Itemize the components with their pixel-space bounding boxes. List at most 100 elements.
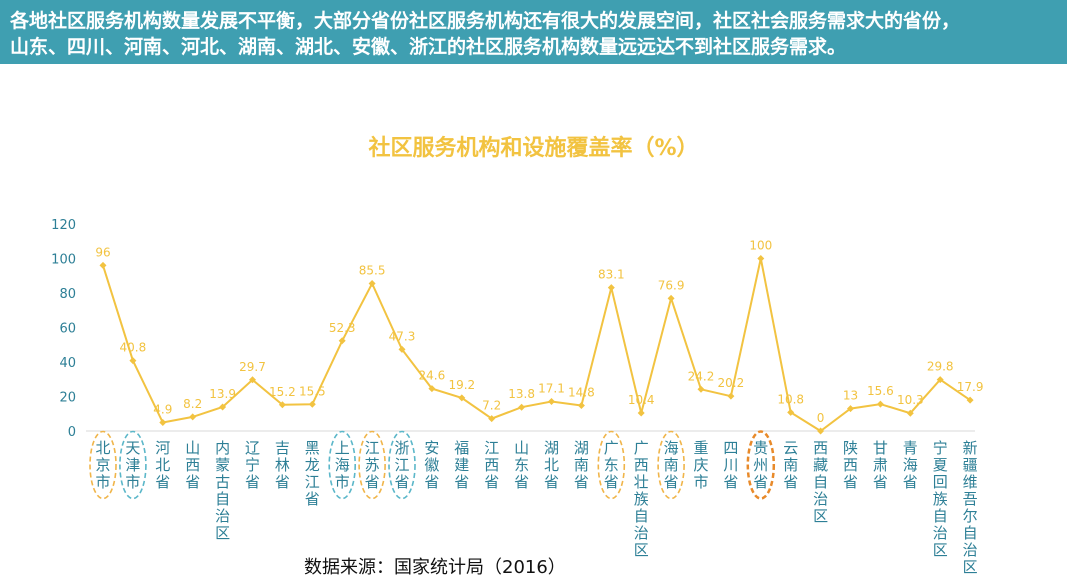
banner-line-2: 山东、四川、河南、河北、湖南、湖北、安徽、浙江的社区服务机构数量远远达不到社区服… bbox=[10, 36, 847, 58]
data-point bbox=[817, 427, 825, 435]
x-tick-label: 广西壮族自治区 bbox=[634, 439, 649, 559]
data-label: 96 bbox=[95, 245, 110, 259]
data-point bbox=[906, 409, 914, 417]
x-tick-label: 广东省 bbox=[604, 439, 619, 491]
data-point bbox=[488, 415, 496, 423]
data-label: 10.4 bbox=[628, 393, 655, 407]
highlight-ellipse bbox=[746, 430, 776, 500]
data-point bbox=[308, 400, 316, 408]
data-label: 29.7 bbox=[239, 360, 266, 374]
data-label: 19.2 bbox=[448, 378, 475, 392]
y-tick-label: 80 bbox=[59, 287, 76, 302]
highlight-ellipse bbox=[89, 430, 117, 500]
data-label: 29.8 bbox=[927, 360, 954, 374]
x-tick-label: 云南省 bbox=[783, 439, 798, 491]
data-point bbox=[697, 385, 705, 393]
x-tick-label: 新疆维吾尔自治区 bbox=[963, 439, 978, 576]
data-label: 13.8 bbox=[508, 387, 535, 401]
x-tick-label: 四川省 bbox=[723, 439, 738, 491]
data-label: 14.8 bbox=[568, 385, 595, 399]
y-tick-label: 40 bbox=[59, 356, 76, 371]
header-banner: 各地社区服务机构数量发展不平衡，大部分省份社区服务机构还有很大的发展空间，社区社… bbox=[0, 0, 1067, 64]
data-point bbox=[129, 357, 137, 365]
data-point bbox=[607, 284, 615, 292]
x-tick-label: 安徽省 bbox=[424, 439, 439, 491]
y-tick-label: 120 bbox=[51, 218, 76, 233]
data-point bbox=[428, 385, 436, 393]
x-tick-label: 湖北省 bbox=[544, 439, 559, 491]
data-point bbox=[159, 419, 167, 427]
data-point bbox=[876, 400, 884, 408]
data-label: 15.5 bbox=[299, 384, 326, 398]
x-tick-label: 重庆市 bbox=[693, 439, 708, 491]
data-point bbox=[936, 376, 944, 384]
data-point bbox=[727, 392, 735, 400]
data-point bbox=[667, 294, 675, 302]
x-tick-label: 陕西省 bbox=[843, 439, 858, 491]
data-label: 20.2 bbox=[718, 376, 745, 390]
x-tick-label: 山东省 bbox=[514, 439, 529, 491]
data-point bbox=[219, 403, 227, 411]
highlight-ellipse bbox=[597, 430, 626, 500]
x-tick-label: 辽宁省 bbox=[245, 439, 260, 491]
chart-title: 社区服务机构和设施覆盖率（%） bbox=[368, 136, 699, 161]
highlight-ellipse bbox=[388, 430, 416, 500]
data-point bbox=[518, 403, 526, 411]
data-point bbox=[458, 394, 466, 402]
data-label: 8.2 bbox=[183, 397, 202, 411]
data-label: 40.8 bbox=[120, 341, 147, 355]
x-tick-label: 黑龙江省 bbox=[305, 439, 320, 508]
data-source-note: 数据来源：国家统计局（2016） bbox=[304, 557, 566, 578]
highlight-ellipse bbox=[358, 430, 386, 500]
data-point bbox=[398, 345, 406, 353]
data-label: 76.9 bbox=[658, 278, 685, 292]
data-label: 85.5 bbox=[359, 264, 386, 278]
x-tick-label: 北京市 bbox=[95, 439, 110, 491]
x-tick-label: 吉林省 bbox=[275, 439, 290, 491]
x-tick-label: 西藏自治区 bbox=[813, 439, 828, 525]
data-point bbox=[278, 401, 286, 409]
x-tick-label: 江苏省 bbox=[365, 439, 380, 491]
data-label: 100 bbox=[749, 239, 772, 253]
x-tick-label: 浙江省 bbox=[394, 439, 409, 491]
data-label: 15.2 bbox=[269, 385, 296, 399]
x-tick-label: 青海省 bbox=[903, 439, 918, 491]
y-tick-label: 20 bbox=[59, 391, 76, 406]
data-label: 10.3 bbox=[897, 393, 924, 407]
x-tick-label: 海南省 bbox=[664, 439, 679, 491]
data-label: 4.9 bbox=[153, 403, 172, 417]
data-label: 13 bbox=[843, 389, 858, 403]
x-tick-label: 贵州省 bbox=[753, 439, 768, 491]
data-point bbox=[249, 376, 256, 384]
y-tick-label: 100 bbox=[51, 253, 76, 268]
data-point bbox=[189, 413, 197, 421]
data-point bbox=[757, 255, 765, 262]
data-label: 7.2 bbox=[482, 399, 501, 413]
data-label: 13.9 bbox=[209, 387, 236, 401]
data-point bbox=[99, 261, 107, 269]
x-tick-label: 甘肃省 bbox=[873, 439, 888, 491]
x-tick-label: 福建省 bbox=[454, 439, 469, 491]
x-tick-label: 山西省 bbox=[185, 439, 200, 491]
highlight-ellipse bbox=[119, 430, 147, 500]
data-label: 15.6 bbox=[867, 384, 894, 398]
data-label: 17.1 bbox=[538, 382, 565, 396]
data-point bbox=[637, 409, 645, 417]
highlight-ellipse bbox=[657, 430, 685, 500]
data-point bbox=[847, 405, 854, 413]
data-point bbox=[548, 398, 555, 406]
data-label: 47.3 bbox=[389, 329, 416, 343]
y-tick-label: 60 bbox=[59, 322, 76, 337]
x-tick-label: 上海市 bbox=[335, 439, 350, 491]
x-tick-label: 湖南省 bbox=[574, 439, 589, 491]
y-tick-label: 0 bbox=[68, 425, 76, 440]
x-tick-label: 天津市 bbox=[125, 439, 140, 491]
data-label: 24.2 bbox=[688, 369, 715, 383]
banner-line-1: 各地社区服务机构数量发展不平衡，大部分省份社区服务机构还有很大的发展空间，社区社… bbox=[10, 10, 961, 32]
data-label: 52.3 bbox=[329, 321, 356, 335]
highlight-ellipse bbox=[328, 430, 357, 500]
x-tick-label: 河北省 bbox=[155, 439, 170, 491]
data-point bbox=[577, 401, 585, 409]
data-point bbox=[966, 396, 974, 404]
